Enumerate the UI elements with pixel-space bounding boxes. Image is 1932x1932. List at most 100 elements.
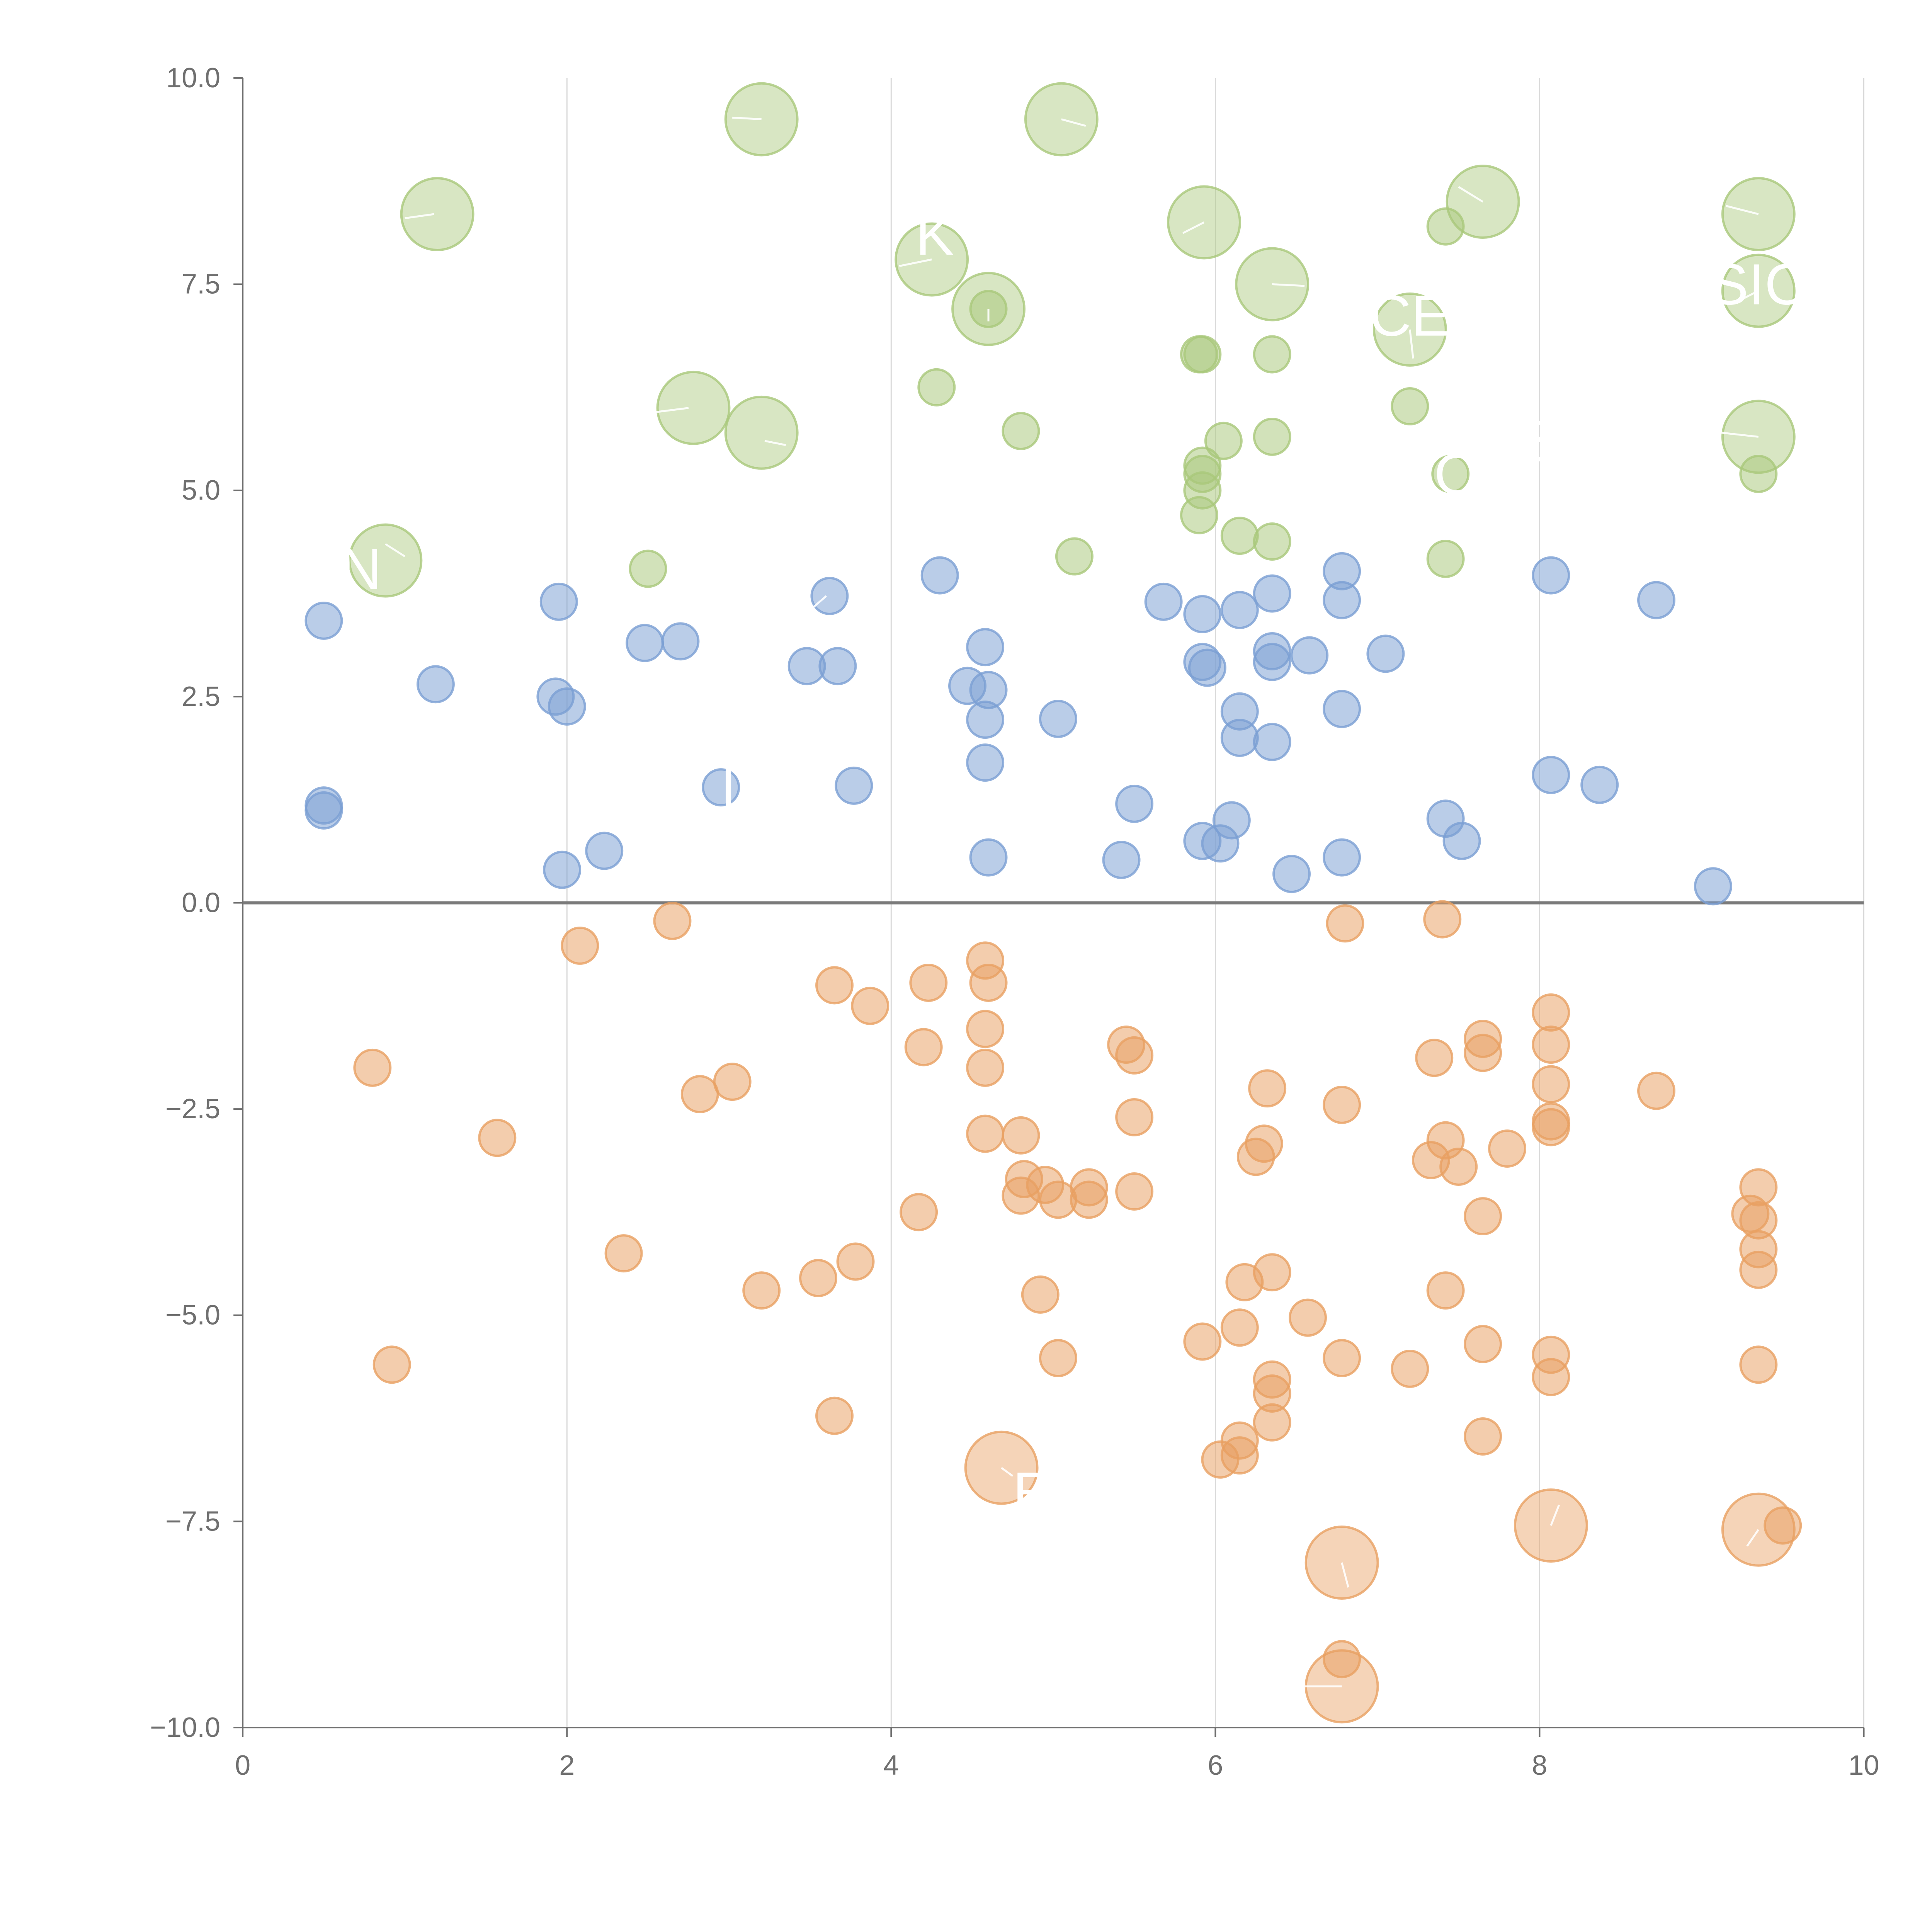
leader-line — [1001, 1467, 1014, 1477]
blue-point — [818, 647, 857, 685]
orange-point — [1220, 1436, 1259, 1475]
green-point — [917, 368, 956, 406]
y-tick-label: −7.5 — [165, 1506, 220, 1537]
blue-point — [920, 556, 959, 595]
orange-point — [713, 1063, 752, 1101]
green-point — [1220, 517, 1259, 555]
blue-point — [661, 622, 700, 661]
orange-point — [1464, 1034, 1502, 1072]
blue-point — [1290, 636, 1329, 675]
orange-point — [1532, 993, 1570, 1032]
leader-layer — [385, 116, 1759, 1687]
orange-point — [836, 1242, 875, 1281]
blue-point — [1039, 699, 1077, 738]
blue-point — [1637, 581, 1675, 619]
x-tick-label: 10 — [1848, 1750, 1879, 1781]
orange-point — [1289, 1298, 1327, 1337]
y-tick-label: 2.5 — [182, 681, 220, 712]
green-point — [1183, 335, 1222, 374]
orange-point — [1039, 1339, 1077, 1378]
blue-point — [1580, 765, 1619, 804]
blue-point — [1212, 801, 1251, 840]
orange-point — [1391, 1349, 1429, 1388]
blue-point — [626, 624, 664, 662]
blue-point — [810, 577, 849, 615]
blue-point — [539, 582, 578, 621]
green-point — [1739, 455, 1778, 493]
green-point — [1391, 387, 1429, 425]
orange-point — [966, 1048, 1005, 1087]
leader-line — [385, 543, 406, 558]
blue-point — [969, 838, 1008, 877]
orange-point — [815, 966, 854, 1005]
orange-point — [1739, 1345, 1778, 1384]
orange-point — [742, 1271, 781, 1310]
orange-point — [969, 964, 1008, 1002]
orange-point — [1021, 1275, 1060, 1314]
leader-line — [1550, 1504, 1560, 1526]
x-tick-label: 0 — [235, 1750, 250, 1781]
green-point — [1002, 412, 1040, 450]
orange-point — [1115, 1036, 1154, 1075]
blue-point — [1442, 821, 1481, 860]
orange-point — [1488, 1129, 1527, 1168]
leader-line — [1409, 329, 1414, 359]
blue-point — [1323, 838, 1361, 877]
blue-point — [1694, 867, 1732, 906]
orange-point — [1426, 1271, 1465, 1310]
green-point — [656, 371, 731, 445]
point-label: SIC — [1710, 252, 1806, 317]
orange-point — [1002, 1116, 1040, 1155]
orange-point — [561, 926, 599, 965]
leader-line — [1726, 205, 1759, 215]
blue-point — [1183, 595, 1222, 633]
green-point — [1253, 522, 1291, 561]
x-tick-label: 6 — [1208, 1750, 1223, 1781]
blue-point — [543, 850, 582, 889]
leader-line — [1742, 290, 1759, 300]
orange-point — [353, 1048, 392, 1087]
orange-point — [604, 1234, 643, 1273]
blue-point — [548, 687, 586, 726]
green-point — [1204, 422, 1243, 460]
blue-point — [1220, 591, 1259, 629]
orange-point — [1070, 1180, 1108, 1219]
blue-point — [1253, 643, 1291, 681]
y-tick-label: −10.0 — [150, 1712, 220, 1743]
blue-point — [1102, 840, 1141, 879]
blue-point — [702, 768, 740, 807]
green-point — [1426, 539, 1465, 578]
orange-point — [904, 1028, 943, 1066]
blue-point — [1220, 719, 1259, 757]
blue-point — [304, 791, 343, 830]
orange-point — [1764, 1506, 1802, 1545]
leader-line — [1341, 1562, 1349, 1588]
orange-point — [478, 1119, 517, 1157]
orange-point — [1323, 1085, 1361, 1124]
orange-point — [1532, 1026, 1570, 1064]
orange-point — [1532, 1358, 1570, 1396]
leader-line — [732, 116, 762, 121]
orange-point — [1739, 1250, 1778, 1289]
point-label: L — [721, 757, 753, 821]
y-tick-label: 7.5 — [182, 269, 220, 300]
blue-point — [1253, 723, 1291, 761]
orange-point — [966, 1114, 1005, 1153]
orange-point — [1532, 1108, 1570, 1146]
orange-point — [1326, 904, 1364, 943]
blue-point — [416, 665, 455, 704]
orange-point — [1323, 1339, 1361, 1378]
blue-point — [1366, 634, 1405, 673]
green-point — [1721, 177, 1796, 252]
point-label: CE — [1369, 283, 1450, 348]
label-layer: N SA L K CE OS SIC E — [340, 202, 1806, 1525]
leader-line — [1458, 186, 1483, 203]
orange-point — [1532, 1065, 1570, 1104]
orange-point — [1415, 1039, 1454, 1077]
point-label: O — [1434, 441, 1480, 506]
green-point — [1055, 537, 1094, 576]
green-point — [1253, 417, 1291, 456]
orange-point — [1739, 1168, 1778, 1207]
blue-point — [585, 832, 624, 870]
